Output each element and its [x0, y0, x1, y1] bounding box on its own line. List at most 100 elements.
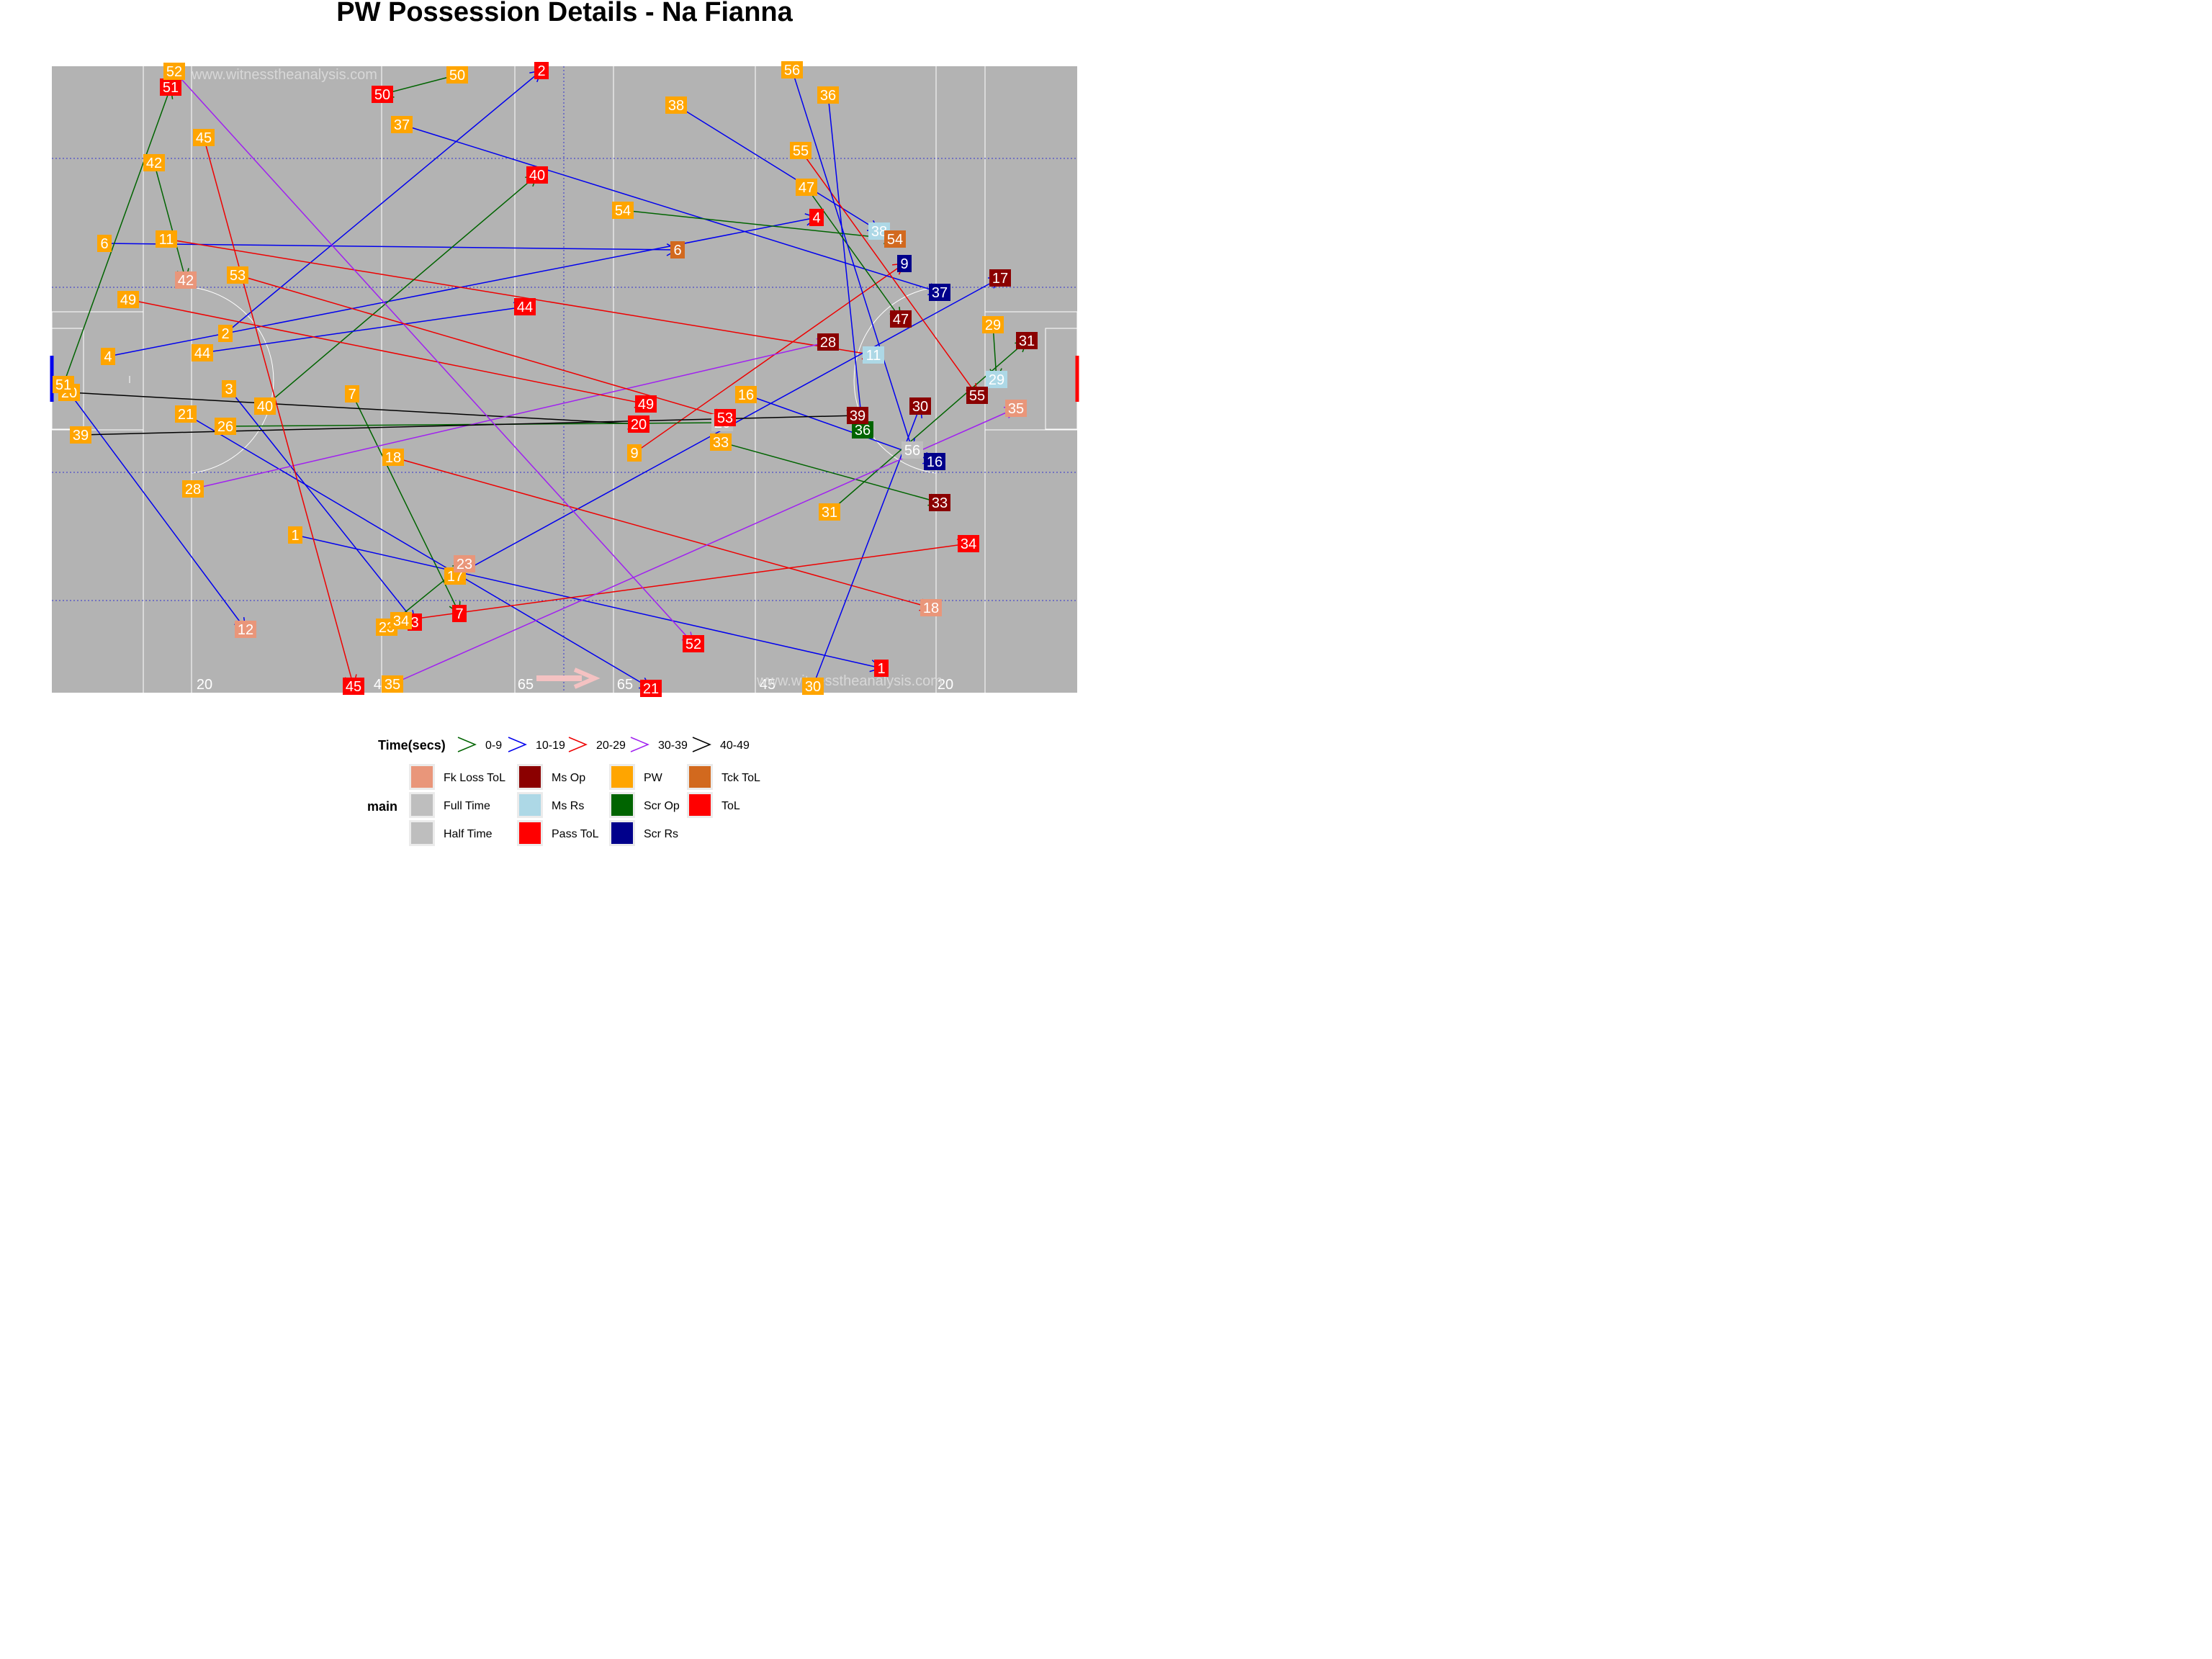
possession-start-label-box [391, 116, 413, 133]
possession-label-33: 33 33 [710, 433, 950, 511]
possession-end-label: 34 [961, 536, 976, 552]
possession-line [351, 393, 460, 614]
possession-end-label-box [874, 660, 889, 677]
possession-start-label-box [982, 316, 1004, 333]
possession-line [63, 86, 171, 385]
possession-end-label: 47 [893, 312, 909, 328]
possession-start-label: 16 [738, 387, 754, 403]
possession-end-label-box [966, 387, 988, 404]
possession-end-label-box [628, 415, 649, 433]
possession-line [68, 392, 246, 630]
possession-start-label-box [612, 202, 634, 219]
possession-end-label: 1 [877, 661, 885, 677]
possession-end-label: 56 [904, 443, 920, 459]
possession-end-label-box [526, 166, 548, 184]
possession-end-label: 40 [529, 168, 545, 184]
possession-label-9: 99 [627, 255, 912, 462]
possession-label-35: 35 35 [382, 400, 1027, 693]
possession-start-label: 1 [291, 528, 299, 544]
possession-start-label-box [802, 678, 824, 695]
possession-start-label-box [796, 179, 817, 196]
possession-label-7: 77 [345, 385, 467, 622]
possession-line [264, 174, 538, 407]
possession-start-label: 17 [447, 569, 463, 585]
possession-label-42: 42 42 [143, 154, 197, 289]
chart-title: PW Possession Details - Na Fianna [336, 0, 793, 27]
possession-label-4: 44 [101, 209, 824, 365]
possession-start-label-box [735, 386, 757, 403]
possession-end-label-box [958, 535, 979, 552]
possession-end-label: 12 [238, 622, 253, 638]
possession-line [720, 441, 940, 503]
possession-start-label: 7 [348, 387, 356, 403]
possession-end-label: 49 [638, 397, 654, 413]
main-legend-key [611, 794, 633, 816]
possession-start-label-box [390, 612, 412, 629]
possession-end-label: 36 [855, 423, 871, 439]
possession-end-label-box [670, 241, 685, 258]
time-legend-label: 30-39 [658, 739, 688, 752]
possession-end-label: 33 [932, 495, 948, 511]
possession-end-label-box [909, 397, 931, 415]
possession-label-56: 56 56 [781, 61, 923, 459]
possession-end-label: 18 [923, 601, 939, 616]
possession-end-label: 55 [969, 388, 985, 404]
possession-end-label-box [160, 78, 181, 96]
possession-end-label-box [1005, 400, 1027, 417]
possession-start-label-box [117, 291, 139, 308]
possession-start-label-box [163, 63, 185, 80]
possession-label-40: 40 40 [254, 166, 548, 415]
possession-start-label: 34 [393, 613, 409, 629]
possession-start-label-box [218, 325, 233, 342]
possession-label-39: 39 39 [70, 407, 868, 444]
watermark: www.witnesstheanalysis.com [191, 67, 377, 83]
main-legend-label: Full Time [444, 800, 490, 812]
possession-start-label-box [288, 526, 302, 544]
possession-start-label: 51 [55, 377, 71, 393]
main-legend-label: Ms Op [552, 772, 585, 784]
distance-marking: 20 [197, 677, 212, 693]
possession-start-label: 40 [257, 399, 273, 415]
possession-start-label-box [790, 142, 811, 159]
possession-end-label-box [343, 678, 364, 695]
possession-end-label: 29 [989, 372, 1004, 388]
possession-line [166, 238, 874, 356]
possession-end-label: 16 [927, 454, 943, 470]
possession-end-label-box [514, 298, 536, 315]
possession-line [174, 71, 694, 644]
possession-end-label-box [847, 407, 868, 424]
possession-end-label-box [897, 255, 912, 272]
possession-label-1: 11 [288, 526, 889, 677]
possession-start-label: 36 [820, 88, 836, 104]
possession-label-50: 50 50 [372, 66, 468, 103]
possession-start-label: 38 [668, 98, 684, 114]
possession-start-label-box [254, 397, 276, 415]
possession-start-label: 49 [120, 292, 136, 308]
possession-start-label: 39 [73, 428, 89, 444]
possession-start-label-box [193, 129, 215, 146]
possession-end-label-box [986, 371, 1007, 388]
possession-end-label-box [635, 395, 657, 413]
possession-start-label-box [446, 66, 468, 84]
possession-start-label: 6 [100, 236, 108, 252]
main-legend-label: Ms Rs [552, 800, 584, 812]
possession-start-label-box [819, 503, 840, 521]
possession-label-31: 31 31 [819, 332, 1038, 521]
watermark: www.witnesstheanalysis.com [756, 673, 943, 689]
main-legend-key [519, 766, 541, 788]
possession-start-label: 28 [185, 482, 201, 498]
possession-end-label-box [884, 230, 906, 248]
possession-label-52: 52 52 [163, 63, 704, 652]
possession-start-label-box [710, 433, 732, 451]
possession-line [228, 388, 415, 623]
possession-label-55: 55 55 [790, 142, 988, 404]
possession-end-label-box [175, 271, 197, 289]
possession-line [237, 274, 726, 418]
possession-start-label: 55 [793, 143, 809, 159]
possession-labels: 1122334466779911111212161617171818202021… [53, 61, 1038, 697]
possession-end-label: 50 [374, 87, 390, 103]
possession-start-label: 11 [159, 232, 174, 248]
